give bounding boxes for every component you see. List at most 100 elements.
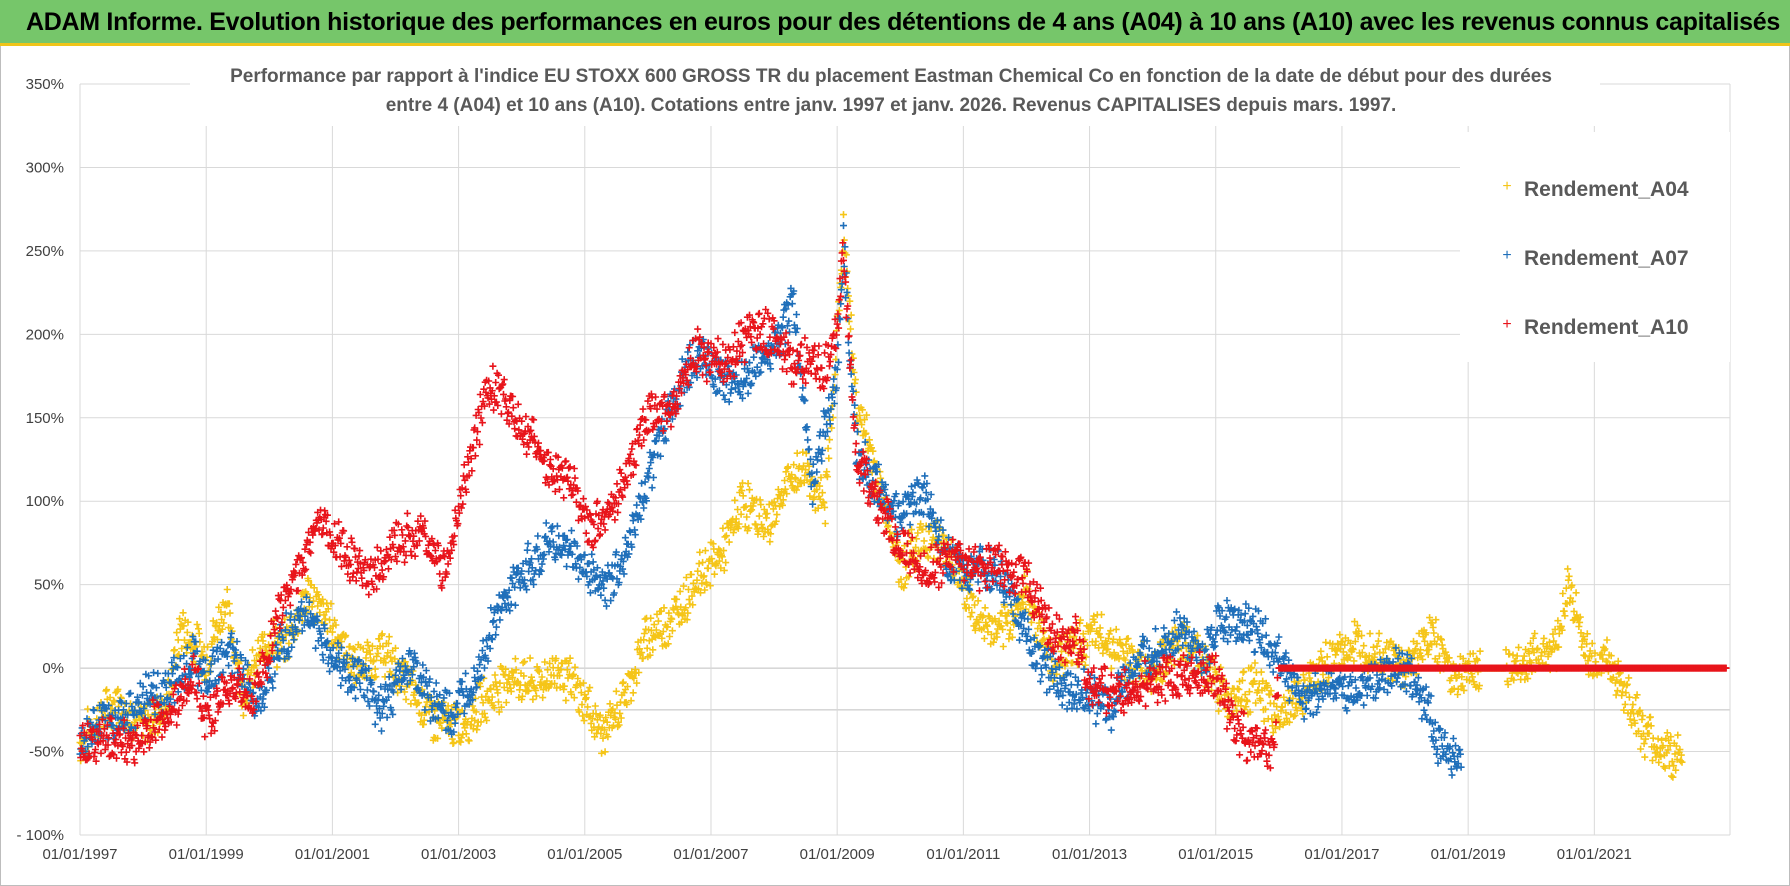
data-point-marker [767, 530, 775, 538]
data-point-marker [877, 474, 885, 482]
data-point-marker [697, 589, 704, 597]
data-point-marker [285, 639, 293, 647]
x-tick-label: 01/01/1999 [169, 846, 244, 863]
data-point-marker [328, 628, 336, 636]
data-point-marker [366, 702, 373, 710]
data-point-marker [1092, 720, 1100, 728]
data-point-marker [720, 547, 728, 555]
data-point-marker [249, 646, 256, 654]
data-point-marker [1240, 668, 1248, 675]
data-point-marker [1654, 735, 1662, 743]
data-point-marker [1561, 612, 1569, 620]
x-tick-label: 01/01/2015 [1178, 846, 1253, 863]
data-point-marker [385, 640, 392, 647]
data-point-marker [993, 633, 1001, 641]
data-point-marker [479, 699, 487, 707]
data-point-marker [828, 424, 836, 432]
data-point-marker [225, 600, 233, 608]
data-point-marker [539, 694, 547, 702]
data-point-marker [511, 655, 519, 663]
data-point-marker [252, 661, 260, 669]
data-point-marker [851, 376, 859, 384]
data-point-marker [1007, 601, 1015, 609]
data-point-marker [552, 655, 560, 662]
data-point-marker [401, 558, 409, 566]
data-point-marker [687, 571, 695, 578]
data-point-marker [1092, 637, 1100, 645]
data-point-marker [316, 609, 324, 616]
data-point-marker [402, 695, 410, 703]
data-point-marker [921, 472, 929, 480]
data-point-marker [349, 645, 357, 653]
data-point-marker [525, 687, 533, 694]
x-tick-label: 01/01/1997 [42, 846, 117, 863]
data-point-marker [467, 721, 475, 729]
data-point-marker [1629, 701, 1637, 709]
data-point-marker [149, 682, 157, 690]
data-point-marker [914, 529, 922, 537]
data-point-marker [481, 664, 488, 672]
data-point-marker [180, 622, 188, 630]
data-point-marker [508, 667, 516, 675]
data-point-marker [368, 642, 376, 650]
data-point-marker [863, 411, 871, 419]
data-point-marker [235, 664, 243, 672]
data-point-marker [597, 730, 605, 737]
data-point-marker [310, 597, 317, 605]
data-point-marker [654, 617, 662, 625]
y-tick-label: 100% [26, 493, 64, 510]
data-point-marker [821, 520, 829, 527]
data-point-marker [1016, 636, 1023, 644]
data-point-marker [587, 719, 595, 727]
data-point-marker [349, 569, 357, 577]
data-point-marker [732, 515, 740, 523]
data-point-marker [1564, 565, 1572, 573]
data-point-marker [272, 607, 280, 615]
data-point-marker [721, 533, 729, 541]
data-point-marker [205, 668, 213, 676]
data-point-marker [432, 679, 440, 687]
data-point-marker [482, 692, 490, 700]
data-point-marker [546, 456, 554, 463]
data-point-marker [1314, 703, 1322, 711]
data-point-marker [1107, 664, 1115, 672]
data-point-marker [664, 623, 671, 631]
data-point-marker [1658, 736, 1666, 744]
data-point-marker [638, 479, 646, 487]
data-point-marker [802, 449, 810, 457]
data-point-marker [184, 618, 192, 626]
data-point-marker [1360, 701, 1368, 709]
data-point-marker [450, 739, 458, 747]
data-point-marker [722, 532, 730, 540]
data-point-marker [434, 734, 442, 742]
data-point-marker [706, 582, 714, 590]
data-point-marker [773, 511, 781, 519]
report-title: ADAM Informe. Evolution historique des p… [26, 8, 1780, 36]
data-point-marker [735, 520, 743, 528]
data-point-marker [659, 628, 667, 635]
data-point-marker [220, 619, 228, 627]
data-point-marker [1421, 711, 1429, 719]
data-point-marker [1302, 705, 1310, 712]
data-point-marker [356, 686, 364, 693]
data-point-marker [584, 687, 592, 695]
data-point-marker [506, 607, 514, 615]
data-point-marker [563, 666, 571, 674]
data-point-marker [1245, 637, 1253, 645]
data-point-marker [158, 733, 166, 741]
data-point-marker [568, 527, 575, 535]
data-point-marker [543, 677, 551, 685]
data-point-marker [514, 400, 522, 408]
data-point-marker [858, 421, 866, 429]
data-point-marker [518, 692, 526, 700]
data-point-marker [1152, 625, 1159, 633]
data-point-marker [371, 720, 379, 728]
data-point-marker [580, 717, 588, 725]
data-point-marker [1565, 572, 1573, 580]
data-point-marker [181, 636, 188, 644]
data-point-marker [511, 425, 519, 433]
data-point-marker [1452, 742, 1459, 750]
data-point-marker [965, 604, 973, 612]
data-point-marker [1269, 668, 1277, 676]
data-point-marker [492, 379, 500, 386]
